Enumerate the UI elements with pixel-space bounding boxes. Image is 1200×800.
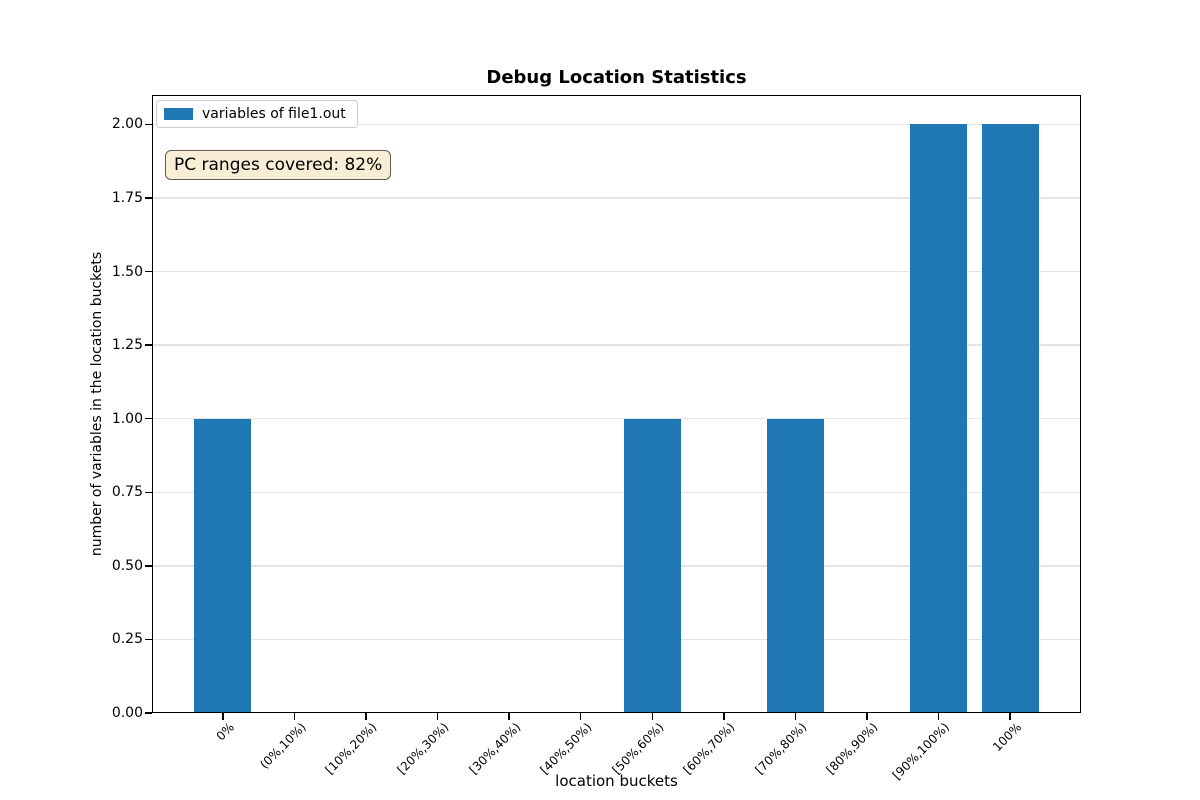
grid-line (152, 565, 1081, 567)
y-tick-mark (145, 638, 152, 641)
y-tick-label: 0.25 (111, 631, 143, 648)
x-tick-label: [30%,40%) (466, 720, 524, 777)
grid-line (152, 344, 1081, 346)
y-tick-label: 2.00 (111, 116, 143, 133)
bar (194, 418, 252, 713)
bar (909, 124, 968, 713)
grid-line (152, 418, 1081, 420)
y-tick-label: 0.50 (111, 557, 143, 574)
x-tick-mark (365, 713, 367, 720)
x-tick-mark (937, 713, 940, 720)
y-tick-mark (145, 123, 152, 126)
y-tick-label: 1.00 (111, 410, 143, 427)
x-tick-label: [80%,90%) (823, 720, 881, 777)
x-tick-label: 100% (989, 720, 1025, 755)
x-tick-mark (508, 713, 510, 720)
legend-swatch (164, 108, 193, 120)
y-tick-mark (145, 712, 152, 714)
x-tick-mark (1009, 713, 1011, 720)
chart-title: Debug Location Statistics (486, 67, 747, 88)
x-tick-mark (293, 713, 296, 720)
x-tick-mark (794, 713, 797, 720)
y-tick-mark (145, 491, 152, 493)
x-tick-label: [50%,60%) (609, 720, 667, 777)
y-axis-label: number of variables in the location buck… (89, 251, 105, 557)
y-tick-label: 1.25 (111, 337, 143, 354)
legend-label: variables of file1.out (202, 106, 346, 122)
bar (623, 418, 681, 713)
bar (981, 124, 1039, 713)
y-tick-mark (145, 270, 152, 273)
x-tick-label: 0% (213, 720, 237, 744)
x-tick-label: [20%,30%) (394, 720, 452, 777)
x-tick-mark (723, 713, 725, 720)
y-tick-mark (145, 565, 152, 567)
x-axis-label: location buckets (555, 772, 678, 790)
y-tick-label: 1.50 (111, 263, 143, 280)
x-tick-label: [60%,70%) (680, 720, 738, 777)
grid-line (152, 491, 1081, 493)
x-tick-label: [10%,20%) (322, 720, 380, 777)
y-tick-label: 0.00 (111, 705, 143, 721)
pc-coverage-annotation: PC ranges covered: 82% (165, 150, 392, 180)
x-tick-label: [40%,50%) (537, 720, 595, 777)
x-tick-mark (651, 713, 653, 720)
grid-line (152, 123, 1081, 126)
y-tick-label: 0.75 (111, 484, 143, 501)
y-tick-label: 1.75 (111, 190, 143, 206)
bar (766, 418, 825, 713)
grid-line (152, 638, 1081, 641)
x-tick-mark (436, 713, 439, 720)
legend: variables of file1.out (156, 100, 358, 128)
x-tick-mark (222, 713, 224, 720)
x-tick-label: (0%,10%) (256, 720, 309, 772)
grid-line (152, 270, 1081, 273)
y-tick-mark (145, 344, 152, 346)
y-tick-mark (145, 197, 152, 199)
x-tick-label: [70%,80%) (752, 720, 810, 777)
x-tick-mark (580, 713, 582, 720)
x-tick-mark (866, 713, 868, 720)
grid-line (152, 197, 1081, 199)
y-tick-mark (145, 418, 152, 420)
